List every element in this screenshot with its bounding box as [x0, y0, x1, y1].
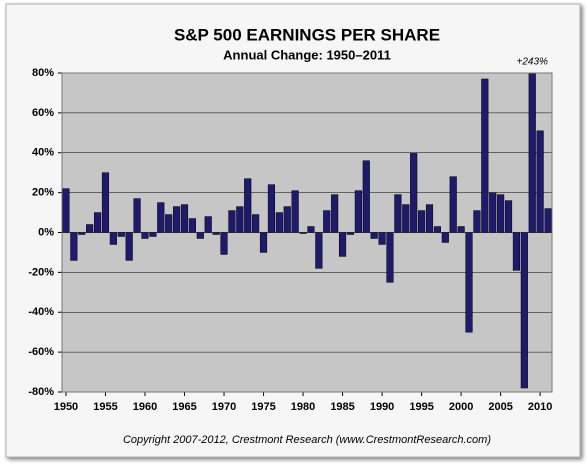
- x-tick-label: 2000: [449, 401, 473, 413]
- bar: [425, 204, 434, 233]
- bar: [378, 232, 386, 245]
- bar: [212, 232, 220, 235]
- y-tick-label: -20%: [28, 266, 54, 278]
- bar: [536, 130, 544, 233]
- bar: [220, 232, 228, 255]
- x-tick-label: 1985: [330, 401, 354, 413]
- bar: [338, 232, 347, 257]
- y-tick-label: 80%: [32, 67, 54, 79]
- y-tick-label: -80%: [28, 386, 54, 398]
- footer: Copyright 2007-2012, Crestmont Research …: [123, 434, 491, 446]
- bar: [504, 200, 513, 233]
- bar: [394, 194, 402, 233]
- bar: [252, 214, 260, 233]
- bar: [323, 210, 331, 233]
- bar: [331, 194, 339, 233]
- bar: [133, 198, 141, 233]
- x-tick-label: 1960: [133, 401, 157, 413]
- bar: [78, 232, 86, 235]
- x-tick-label: 1975: [251, 401, 275, 413]
- bar: [259, 232, 268, 253]
- bar: [228, 210, 236, 233]
- chart-title: S&P 500 EARNINGS PER SHARE: [174, 25, 440, 44]
- bar: [528, 73, 536, 233]
- bar: [370, 232, 378, 239]
- x-tick-label: 1990: [370, 401, 394, 413]
- bar: [520, 232, 528, 389]
- x-tick-label: 1995: [409, 401, 433, 413]
- annotation: +243%: [517, 57, 549, 68]
- bar: [449, 176, 457, 233]
- bar: [497, 194, 505, 233]
- bar: [275, 212, 283, 233]
- bar: [188, 218, 196, 233]
- bar: [386, 232, 394, 283]
- bar: [149, 232, 157, 237]
- bar: [86, 224, 94, 233]
- x-tick-label: 1955: [93, 401, 117, 413]
- bar: [489, 192, 497, 233]
- x-tick-label: 1965: [172, 401, 196, 413]
- x-tick-label: 1950: [54, 401, 78, 413]
- bar: [299, 232, 307, 234]
- bar: [283, 206, 291, 233]
- x-tick-label: 1980: [291, 401, 315, 413]
- bar: [157, 202, 165, 233]
- bar: [244, 178, 252, 233]
- bar: [93, 212, 102, 233]
- bar: [125, 232, 133, 261]
- y-tick-label: -40%: [28, 306, 54, 318]
- x-tick-label: 1970: [212, 401, 236, 413]
- bar: [141, 232, 149, 239]
- bar: [101, 172, 110, 233]
- y-tick-label: 40%: [32, 147, 54, 159]
- y-tick-label: 0%: [38, 226, 54, 238]
- bar: [117, 232, 125, 237]
- bar: [354, 190, 362, 233]
- bar: [441, 232, 449, 243]
- bar: [457, 226, 465, 233]
- bar: [512, 232, 521, 271]
- bar: [362, 160, 370, 233]
- chart-subtitle: Annual Change: 1950–2011: [223, 47, 391, 62]
- bar: [410, 152, 418, 233]
- bar: [315, 232, 323, 269]
- bar: [402, 204, 410, 233]
- bar: [433, 226, 441, 233]
- y-tick-label: 60%: [32, 107, 54, 119]
- bar: [196, 232, 204, 239]
- bar: [236, 206, 244, 233]
- bar: [62, 188, 70, 233]
- x-tick-label: 2010: [528, 401, 552, 413]
- bar: [473, 210, 481, 233]
- bar: [544, 208, 552, 233]
- x-tick-label: 2005: [488, 401, 512, 413]
- bar: [204, 216, 212, 233]
- bar: [465, 232, 473, 333]
- bar: [165, 214, 173, 233]
- y-tick-label: 20%: [32, 187, 54, 199]
- plot-border: [61, 72, 553, 393]
- bar: [180, 204, 189, 233]
- bar: [418, 210, 426, 233]
- bar: [307, 226, 315, 233]
- bar: [70, 232, 78, 261]
- y-tick-label: -60%: [28, 346, 54, 358]
- bar: [291, 190, 299, 233]
- bar: [109, 232, 117, 245]
- bar: [481, 78, 489, 233]
- bar: [346, 232, 355, 235]
- bar: [267, 184, 276, 233]
- bar: [173, 206, 181, 233]
